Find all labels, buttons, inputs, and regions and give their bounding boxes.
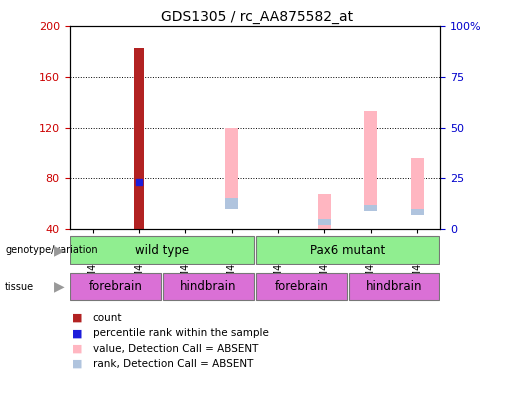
- Text: forebrain: forebrain: [89, 280, 143, 293]
- Bar: [365, 205, 377, 211]
- Bar: [71, 273, 161, 300]
- Bar: [226, 198, 238, 209]
- Text: percentile rank within the sample: percentile rank within the sample: [93, 328, 269, 338]
- Bar: [365, 111, 377, 205]
- Text: forebrain: forebrain: [274, 280, 328, 293]
- Bar: [134, 48, 144, 229]
- Text: wild type: wild type: [135, 243, 190, 257]
- Bar: [318, 219, 331, 225]
- Bar: [411, 158, 423, 209]
- Text: value, Detection Call = ABSENT: value, Detection Call = ABSENT: [93, 344, 258, 354]
- Bar: [318, 194, 331, 229]
- Bar: [226, 128, 238, 198]
- Text: ▶: ▶: [54, 279, 64, 294]
- Bar: [256, 237, 439, 264]
- Text: count: count: [93, 313, 122, 323]
- Bar: [256, 273, 347, 300]
- Text: genotype/variation: genotype/variation: [5, 245, 98, 255]
- Text: tissue: tissue: [5, 281, 35, 292]
- Text: ■: ■: [72, 328, 82, 338]
- Text: rank, Detection Call = ABSENT: rank, Detection Call = ABSENT: [93, 359, 253, 369]
- Bar: [71, 237, 254, 264]
- Bar: [349, 273, 439, 300]
- Text: hindbrain: hindbrain: [180, 280, 237, 293]
- Text: ■: ■: [72, 344, 82, 354]
- Text: ■: ■: [72, 359, 82, 369]
- Text: ▶: ▶: [54, 243, 64, 257]
- Bar: [163, 273, 254, 300]
- Text: hindbrain: hindbrain: [366, 280, 422, 293]
- Text: GDS1305 / rc_AA875582_at: GDS1305 / rc_AA875582_at: [161, 10, 354, 24]
- Bar: [411, 209, 423, 215]
- Text: ■: ■: [72, 313, 82, 323]
- Text: Pax6 mutant: Pax6 mutant: [310, 243, 385, 257]
